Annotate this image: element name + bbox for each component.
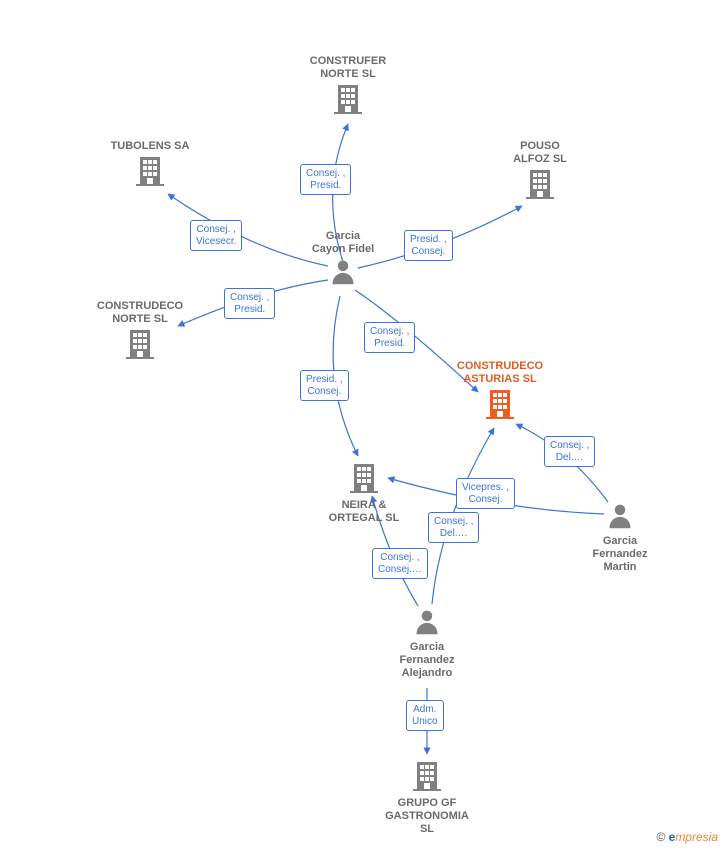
edge-label-garcia_martin-construdeco_a: Consej. ,Del.… — [544, 436, 595, 467]
node-garcia_cayon[interactable]: GarciaCayon Fidel — [283, 230, 403, 291]
node-pouso[interactable]: POUSOALFOZ SL — [480, 140, 600, 205]
node-label-construdeco_n: CONSTRUDECONORTE SL — [80, 300, 200, 326]
building-icon — [80, 326, 200, 365]
edge-label-garcia_cayon-construdeco_a: Consej. ,Presid. — [364, 322, 415, 353]
edge-label-garcia_cayon-pouso: Presid. ,Consej. — [404, 230, 453, 261]
node-garcia_martin[interactable]: GarciaFernandezMartin — [560, 500, 680, 575]
edge-label-garcia_alej-construdeco_a: Consej. ,Del.… — [428, 512, 479, 543]
edge-garcia_cayon-neira — [333, 296, 358, 456]
node-garcia_alej[interactable]: GarciaFernandezAlejandro — [367, 606, 487, 681]
node-label-grupo_gf: GRUPO GFGASTRONOMIASL — [367, 797, 487, 837]
edge-label-garcia_cayon-tubolens: Consej. ,Vicesecr. — [190, 220, 242, 251]
copyright-symbol: © — [656, 830, 665, 844]
node-grupo_gf[interactable]: GRUPO GFGASTRONOMIASL — [367, 758, 487, 837]
edge-label-garcia_cayon-construdeco_n: Consej. ,Presid. — [224, 288, 275, 319]
node-label-neira: NEIRA &ORTEGAL SL — [304, 499, 424, 525]
person-icon — [367, 606, 487, 641]
node-label-construdeco_a: CONSTRUDECOASTURIAS SL — [440, 360, 560, 386]
footer-credit: © empresia — [656, 830, 718, 844]
edge-garcia_alej-construdeco_a — [432, 428, 494, 604]
building-icon — [304, 460, 424, 499]
edge-label-garcia_alej-grupo_gf: Adm.Unico — [406, 700, 444, 731]
node-label-garcia_alej: GarciaFernandezAlejandro — [367, 641, 487, 681]
node-construdeco_n[interactable]: CONSTRUDECONORTE SL — [80, 300, 200, 365]
edges-layer — [0, 0, 728, 850]
node-label-garcia_cayon: GarciaCayon Fidel — [283, 230, 403, 256]
building-icon — [367, 758, 487, 797]
node-construfer[interactable]: CONSTRUFERNORTE SL — [288, 55, 408, 120]
building-icon — [480, 166, 600, 205]
edge-label-garcia_cayon-neira: Presid. ,Consej. — [300, 370, 349, 401]
node-construdeco_a[interactable]: CONSTRUDECOASTURIAS SL — [440, 360, 560, 425]
node-label-tubolens: TUBOLENS SA — [90, 140, 210, 153]
diagram-canvas: Consej. ,Presid. Consej. ,Vicesecr. Presid… — [0, 0, 728, 850]
person-icon — [560, 500, 680, 535]
node-label-pouso: POUSOALFOZ SL — [480, 140, 600, 166]
edge-label-garcia_martin-neira: Vicepres. ,Consej. — [456, 478, 515, 509]
node-neira[interactable]: NEIRA &ORTEGAL SL — [304, 460, 424, 525]
node-tubolens[interactable]: TUBOLENS SA — [90, 140, 210, 192]
edge-label-garcia_cayon-construfer: Consej. ,Presid. — [300, 164, 351, 195]
person-icon — [283, 256, 403, 291]
building-icon — [288, 81, 408, 120]
node-label-garcia_martin: GarciaFernandezMartin — [560, 535, 680, 575]
edge-label-garcia_alej-neira: Consej. ,Consej.… — [372, 548, 428, 579]
building-icon — [440, 386, 560, 425]
brand-name: mpresia — [675, 830, 718, 844]
node-label-construfer: CONSTRUFERNORTE SL — [288, 55, 408, 81]
building-icon — [90, 153, 210, 192]
edge-garcia_martin-construdeco_a — [516, 424, 608, 502]
